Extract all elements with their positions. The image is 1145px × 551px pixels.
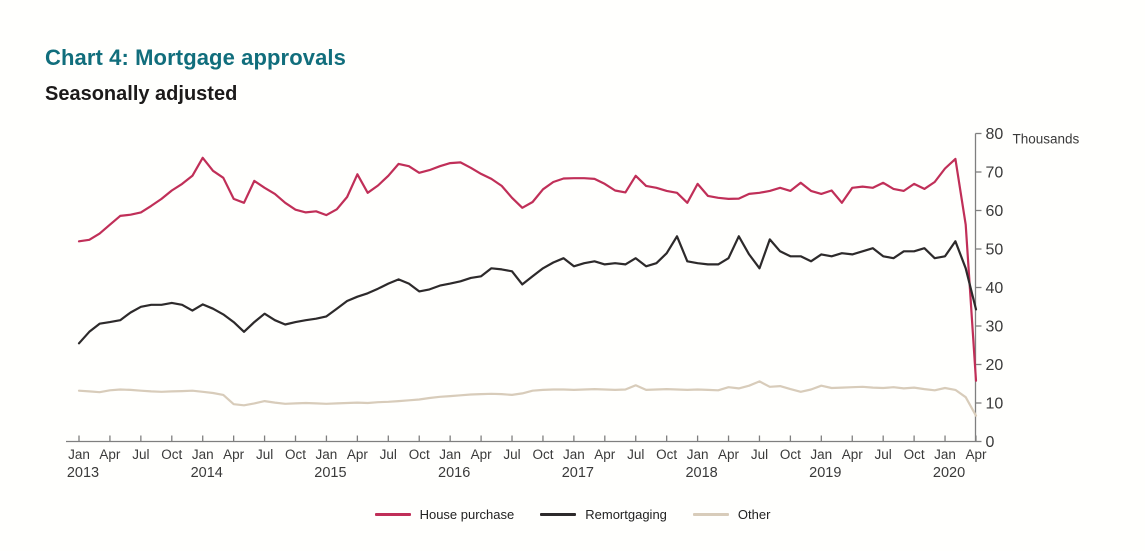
x-tick-label: Jan bbox=[563, 447, 585, 462]
x-tick-label: Jul bbox=[380, 447, 397, 462]
page-subtitle: Seasonally adjusted bbox=[45, 83, 238, 105]
legend-swatch bbox=[540, 513, 577, 516]
x-tick-label: Jul bbox=[627, 447, 644, 462]
y-tick-label: 40 bbox=[986, 280, 1004, 297]
x-year-label: 2015 bbox=[314, 465, 346, 481]
legend-item-house-purchase: House purchase bbox=[374, 507, 515, 522]
y-tick-label: 80 bbox=[986, 126, 1004, 143]
x-tick-label: Oct bbox=[285, 447, 306, 462]
y-axis-unit-label: Thousands bbox=[1013, 132, 1080, 147]
page-title: Chart 4: Mortgage approvals bbox=[45, 45, 346, 70]
y-tick-label: 60 bbox=[986, 203, 1004, 220]
series-line-house-purchase bbox=[77, 156, 978, 382]
legend-swatch bbox=[374, 513, 411, 516]
legend-item-remortgaging: Remortgaging bbox=[540, 507, 667, 522]
x-tick-label: Oct bbox=[904, 447, 925, 462]
y-tick-label: 50 bbox=[986, 242, 1004, 259]
x-tick-label: Apr bbox=[347, 447, 369, 462]
x-tick-label: Jul bbox=[132, 447, 149, 462]
x-year-label: 2013 bbox=[67, 465, 99, 481]
x-year-label: 2018 bbox=[685, 465, 717, 481]
legend-item-other: Other bbox=[692, 507, 771, 522]
x-tick-label: Apr bbox=[594, 447, 616, 462]
y-tick-label: 70 bbox=[986, 165, 1004, 182]
x-tick-label: Jan bbox=[810, 447, 832, 462]
x-year-label: 2017 bbox=[562, 465, 594, 481]
legend-label: House purchase bbox=[419, 507, 515, 522]
x-tick-label: Jan bbox=[68, 447, 90, 462]
x-tick-label: Apr bbox=[842, 447, 864, 462]
x-tick-label: Jul bbox=[875, 447, 892, 462]
x-year-label: 2020 bbox=[933, 465, 965, 481]
chart-legend: House purchase Remortgaging Other bbox=[0, 507, 1145, 522]
series-line-other bbox=[77, 380, 978, 417]
y-tick-label: 10 bbox=[986, 396, 1004, 413]
y-tick-label: 0 bbox=[986, 434, 995, 451]
series-line-remortgaging bbox=[77, 235, 978, 345]
x-tick-label: Apr bbox=[965, 447, 987, 462]
x-tick-label: Oct bbox=[409, 447, 430, 462]
x-year-label: 2019 bbox=[809, 465, 841, 481]
x-year-label: 2016 bbox=[438, 465, 470, 481]
legend-swatch bbox=[692, 513, 729, 516]
x-tick-label: Apr bbox=[223, 447, 245, 462]
x-tick-label: Apr bbox=[718, 447, 740, 462]
x-tick-label: Jul bbox=[503, 447, 520, 462]
x-tick-label: Jan bbox=[192, 447, 214, 462]
x-tick-label: Jan bbox=[439, 447, 461, 462]
x-tick-label: Jan bbox=[934, 447, 956, 462]
x-tick-label: Jul bbox=[256, 447, 273, 462]
x-tick-label: Oct bbox=[656, 447, 677, 462]
x-tick-label: Jul bbox=[751, 447, 768, 462]
x-tick-label: Apr bbox=[99, 447, 121, 462]
x-year-label: 2014 bbox=[191, 465, 223, 481]
y-tick-label: 20 bbox=[986, 357, 1004, 374]
x-tick-label: Oct bbox=[161, 447, 182, 462]
x-tick-label: Oct bbox=[780, 447, 801, 462]
x-tick-label: Jan bbox=[687, 447, 709, 462]
legend-label: Other bbox=[737, 507, 771, 522]
x-tick-label: Oct bbox=[532, 447, 553, 462]
legend-label: Remortgaging bbox=[585, 507, 667, 522]
x-tick-label: Apr bbox=[471, 447, 493, 462]
y-tick-label: 30 bbox=[986, 319, 1004, 336]
x-tick-label: Jan bbox=[316, 447, 338, 462]
